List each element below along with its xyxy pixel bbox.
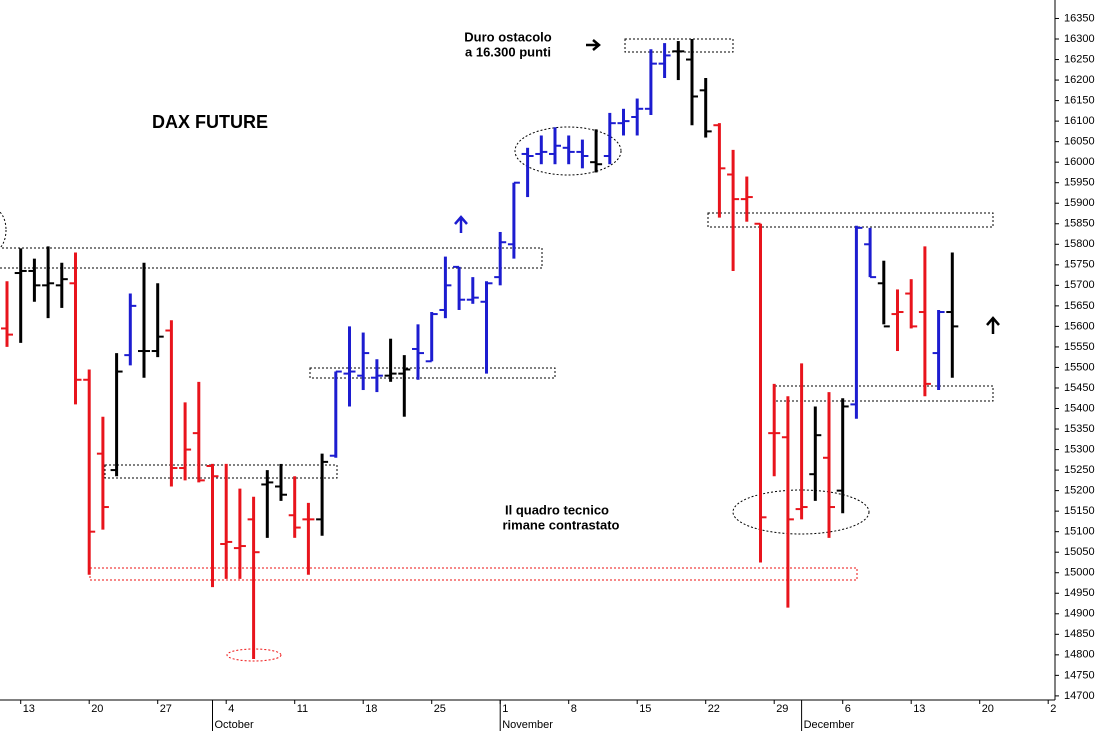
annotation: Il quadro tecnico: [505, 502, 609, 517]
y-tick-label: 15350: [1064, 423, 1095, 435]
y-tick-label: 14700: [1064, 690, 1095, 702]
y-tick-label: 16200: [1064, 74, 1095, 86]
y-tick-label: 16300: [1064, 33, 1095, 45]
y-tick-label: 16050: [1064, 136, 1095, 148]
x-tick-label: 22: [708, 703, 720, 715]
annotation: rimane contrastato: [502, 517, 619, 532]
x-tick-label: 29: [776, 703, 788, 715]
y-tick-label: 15300: [1064, 443, 1095, 455]
month-label: November: [502, 719, 553, 731]
x-tick-label: 11: [297, 703, 308, 715]
x-tick-label: 2: [1050, 703, 1056, 715]
y-tick-label: 14950: [1064, 587, 1095, 599]
x-tick-label: 8: [571, 703, 577, 715]
y-tick-label: 16350: [1064, 12, 1095, 24]
month-label: December: [804, 719, 855, 731]
x-tick-label: 13: [913, 703, 925, 715]
y-tick-label: 15650: [1064, 300, 1095, 312]
x-tick-label: 18: [365, 703, 377, 715]
y-tick-label: 15250: [1064, 464, 1095, 476]
y-tick-label: 15000: [1064, 567, 1095, 579]
y-tick-label: 15400: [1064, 402, 1095, 414]
y-tick-label: 15500: [1064, 361, 1095, 373]
y-tick-label: 15550: [1064, 341, 1095, 353]
x-tick-label: 13: [23, 703, 35, 715]
y-tick-label: 15200: [1064, 485, 1095, 497]
y-tick-label: 15900: [1064, 197, 1095, 209]
x-tick-label: 15: [639, 703, 651, 715]
month-label: October: [215, 719, 254, 731]
y-tick-label: 15700: [1064, 279, 1095, 291]
y-tick-label: 15050: [1064, 546, 1095, 558]
y-tick-label: 15850: [1064, 218, 1095, 230]
y-tick-label: 16250: [1064, 53, 1095, 65]
y-tick-label: 14800: [1064, 649, 1095, 661]
y-tick-label: 15600: [1064, 320, 1095, 332]
x-tick-label: 25: [434, 703, 446, 715]
y-tick-label: 14850: [1064, 628, 1095, 640]
y-tick-label: 15100: [1064, 526, 1095, 538]
y-tick-label: 16150: [1064, 94, 1095, 106]
y-tick-label: 14750: [1064, 669, 1095, 681]
x-tick-label: 27: [160, 703, 172, 715]
y-tick-label: 15950: [1064, 177, 1095, 189]
y-tick-label: 16100: [1064, 115, 1095, 127]
x-tick-label: 6: [845, 703, 851, 715]
y-tick-label: 15750: [1064, 259, 1095, 271]
annotation-shapes: [0, 38, 1000, 662]
x-tick-label: 1: [502, 703, 508, 715]
y-tick-label: 16000: [1064, 156, 1095, 168]
annotation: Duro ostacolo: [464, 29, 551, 44]
annotation: a 16.300 punti: [465, 44, 551, 59]
x-tick-label: 20: [982, 703, 994, 715]
x-tick-label: 20: [91, 703, 103, 715]
chart-title: DAX FUTURE: [152, 112, 268, 132]
y-tick-label: 15150: [1064, 505, 1095, 517]
y-tick-label: 15450: [1064, 382, 1095, 394]
y-tick-label: 14900: [1064, 608, 1095, 620]
x-tick-label: 4: [228, 703, 234, 715]
y-tick-label: 15800: [1064, 238, 1095, 250]
